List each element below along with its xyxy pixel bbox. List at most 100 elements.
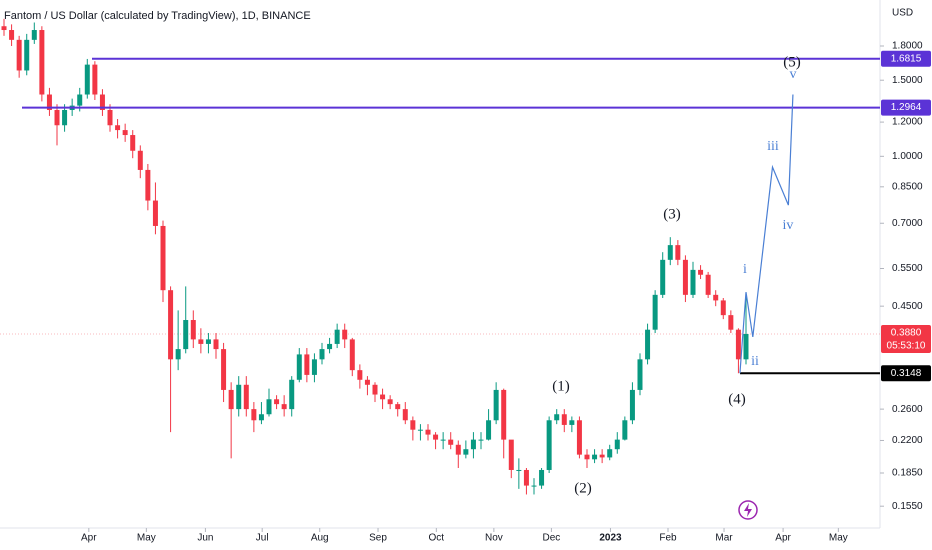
candle-body bbox=[463, 449, 469, 455]
level-label: 0.3148 bbox=[891, 368, 922, 379]
candle-body bbox=[39, 30, 45, 95]
y-tick-label: 0.8500 bbox=[892, 181, 923, 192]
candle-body bbox=[531, 485, 537, 487]
x-tick-label: Aug bbox=[311, 533, 329, 544]
candle-body bbox=[24, 39, 30, 71]
wave-projection bbox=[739, 94, 794, 374]
candle-body bbox=[713, 294, 719, 301]
wave-label: (2) bbox=[574, 480, 592, 496]
level-label-box bbox=[881, 50, 931, 67]
candle-body bbox=[705, 274, 711, 295]
candle-body bbox=[743, 333, 749, 360]
candle-body bbox=[221, 349, 227, 390]
candle-body bbox=[425, 429, 431, 435]
countdown-label: 05:53:10 bbox=[887, 341, 926, 352]
candle-body bbox=[296, 354, 302, 380]
y-tick-label: 1.2000 bbox=[892, 117, 923, 128]
y-tick-label: 1.8000 bbox=[892, 41, 923, 52]
candle-body bbox=[145, 169, 151, 201]
candle-body bbox=[690, 269, 696, 295]
candle-body bbox=[455, 444, 461, 455]
candle-body bbox=[395, 404, 401, 410]
candle-body bbox=[349, 339, 355, 371]
candle-body bbox=[205, 339, 211, 344]
candle-body bbox=[523, 469, 529, 486]
candle-body bbox=[493, 389, 499, 421]
candle-body bbox=[54, 109, 60, 126]
candle-body bbox=[213, 339, 219, 350]
level-label-box bbox=[881, 365, 931, 382]
candle-body bbox=[486, 420, 492, 440]
candle-body bbox=[243, 384, 249, 410]
y-tick-label: 0.1550 bbox=[892, 501, 923, 512]
candle-body bbox=[599, 454, 605, 458]
candle-body bbox=[433, 434, 439, 440]
candle-body bbox=[190, 320, 196, 340]
candle-body bbox=[660, 259, 666, 295]
candle-body bbox=[130, 135, 136, 151]
last-price-box bbox=[881, 324, 931, 353]
candle-body bbox=[417, 429, 423, 431]
candle-body bbox=[637, 359, 643, 390]
candle-body bbox=[645, 329, 651, 360]
candle-body bbox=[448, 439, 454, 445]
flash-icon[interactable] bbox=[738, 500, 758, 520]
candle-body bbox=[31, 30, 37, 40]
wave-sub-label: v bbox=[790, 67, 797, 82]
x-tick-label: Dec bbox=[543, 533, 561, 544]
candle-body bbox=[720, 300, 726, 316]
candle-body bbox=[728, 315, 734, 330]
candle-body bbox=[115, 125, 121, 131]
candle-body bbox=[304, 354, 310, 375]
candle-body bbox=[539, 469, 545, 486]
candle-body bbox=[387, 399, 393, 405]
candle-body bbox=[107, 109, 113, 126]
x-tick-label: Mar bbox=[715, 533, 733, 544]
y-tick-label: 0.4500 bbox=[892, 301, 923, 312]
y-tick-label: 1.0000 bbox=[892, 151, 923, 162]
candle-body bbox=[281, 404, 287, 410]
candle-body bbox=[236, 384, 242, 410]
candle-body bbox=[62, 109, 68, 126]
candle-body bbox=[372, 384, 378, 395]
candle-body bbox=[614, 439, 620, 450]
x-tick-label: Sep bbox=[369, 533, 387, 544]
y-tick-label: 0.5500 bbox=[892, 263, 923, 274]
candle-body bbox=[183, 320, 189, 350]
y-tick-label: 0.2200 bbox=[892, 435, 923, 446]
candle-body bbox=[198, 339, 204, 344]
candle-body bbox=[364, 379, 370, 385]
y-tick-label: 0.7000 bbox=[892, 218, 923, 229]
last-price-label: 0.3880 bbox=[891, 328, 922, 339]
candle-body bbox=[470, 439, 476, 450]
level-label: 1.6815 bbox=[891, 53, 922, 64]
chart-title: Fantom / US Dollar (calculated by Tradin… bbox=[4, 10, 311, 22]
wave-sub-label: ii bbox=[751, 354, 759, 369]
wave-sub-label: iii bbox=[767, 139, 779, 154]
candle-body bbox=[122, 130, 128, 136]
wave-label: (3) bbox=[663, 206, 681, 222]
level-label-box bbox=[881, 99, 931, 116]
wave-label: (4) bbox=[728, 391, 746, 407]
candle-body bbox=[228, 389, 234, 410]
y-tick-label: 0.2600 bbox=[892, 404, 923, 415]
candle-body bbox=[160, 225, 166, 291]
candle-body bbox=[652, 294, 658, 330]
candle-body bbox=[334, 329, 340, 344]
candle-body bbox=[168, 290, 174, 360]
candle-body bbox=[546, 420, 552, 470]
candle-body bbox=[9, 30, 15, 40]
candle-body bbox=[478, 439, 484, 441]
y-tick-label: 0.1850 bbox=[892, 468, 923, 479]
candle-body bbox=[92, 64, 98, 95]
axis-unit: USD bbox=[892, 8, 913, 19]
x-tick-label: 2023 bbox=[599, 533, 622, 544]
candle-body bbox=[629, 389, 635, 421]
candle-body bbox=[327, 343, 333, 350]
candle-body bbox=[16, 39, 22, 71]
x-tick-label: Apr bbox=[81, 533, 97, 544]
candle-body bbox=[569, 420, 575, 425]
candle-body bbox=[516, 469, 522, 471]
